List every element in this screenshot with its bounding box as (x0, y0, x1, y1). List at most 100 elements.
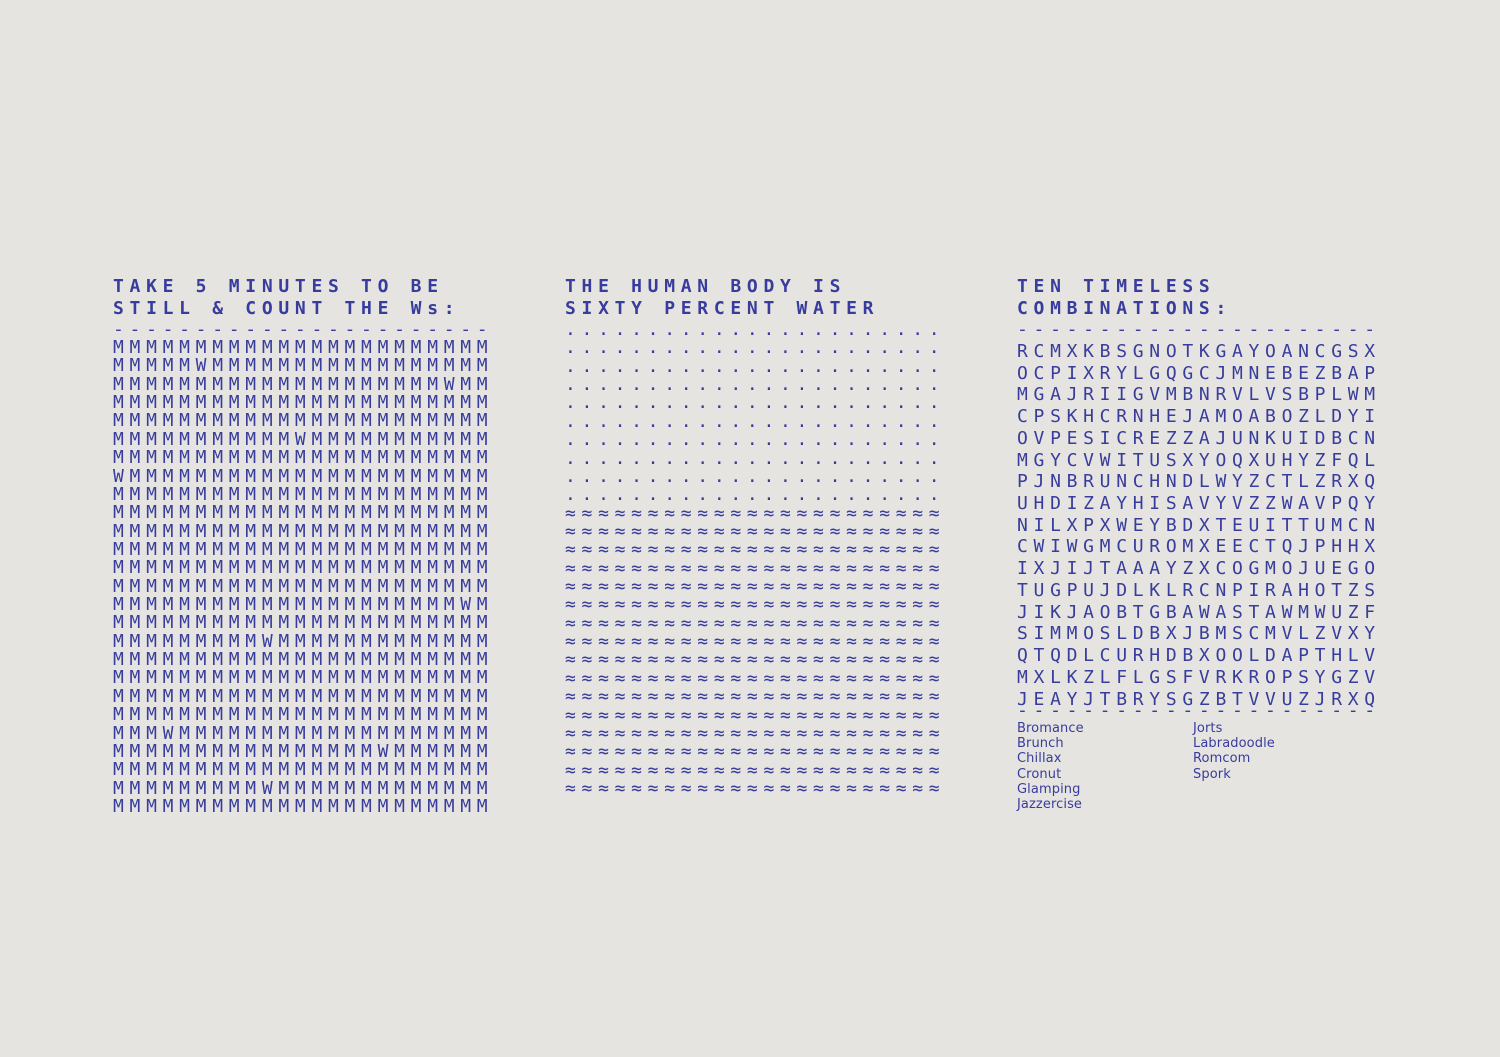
word-list-item: Labradoodle (1193, 736, 1275, 752)
m-w-grid-row: MMMMMMMMMMMMMMMMMMMMMMM (113, 704, 494, 726)
dot-row: ....................... (565, 355, 946, 377)
m-w-grid-row: MMMMMMMMMMMMMMMMMMMMMMM (113, 667, 494, 689)
word-list-item: Glamping (1017, 781, 1081, 797)
m-w-grid-row: MMMMMMMMMWMMMMMMMMMMMMM (113, 630, 494, 652)
word-search-row: SIMMOSLDBXJBMSCMVLZVXY (1017, 623, 1381, 645)
word-list-item: Cronut (1017, 766, 1062, 782)
word-search-row: OCPIXRYLGQGCJMNEBEZBAP (1017, 362, 1381, 384)
m-w-grid-row: MMMMMMMMMMMMMMMMMMMMMMM (113, 557, 494, 579)
wave-row: ≈≈≈≈≈≈≈≈≈≈≈≈≈≈≈≈≈≈≈≈≈≈≈ (565, 502, 946, 524)
wave-row: ≈≈≈≈≈≈≈≈≈≈≈≈≈≈≈≈≈≈≈≈≈≈≈ (565, 649, 946, 671)
word-list-item: Spork (1193, 766, 1231, 782)
word-search-divider-bottom: ---------------------- (1017, 700, 1381, 721)
middle-title-line: THE HUMAN BODY IS (565, 276, 847, 297)
wave-row: ≈≈≈≈≈≈≈≈≈≈≈≈≈≈≈≈≈≈≈≈≈≈≈ (565, 741, 946, 763)
wave-row: ≈≈≈≈≈≈≈≈≈≈≈≈≈≈≈≈≈≈≈≈≈≈≈ (565, 576, 946, 598)
m-w-grid-row: MMMMMMMMMMMMMMMMMMMMMMM (113, 575, 494, 597)
dot-row: ....................... (565, 484, 946, 506)
m-w-grid-row: MMMMMMMMMMMMMMMMMMMMMMM (113, 520, 494, 542)
word-list-item: Brunch (1017, 736, 1064, 752)
dot-row: ....................... (565, 410, 946, 432)
m-w-grid-row: WMMMMMMMMMMMMMMMMMMMMMM (113, 465, 494, 487)
m-w-grid-row: MMMMMMMMMMMMMMMMMMMMMMM (113, 685, 494, 707)
m-w-letter-grid: MMMMMMMMMMMMMMMMMMMMMMM MMMMMWMMMMMMMMMMM… (113, 337, 494, 817)
word-search-grid: RCMXKBSGNOTKGAYOANCGSX OCPIXRYLGQGCJMNEBE… (1017, 341, 1381, 710)
word-search-row: UHDIZAYHISAVYVZZWAVPQY (1017, 493, 1381, 515)
word-search-row: TUGPUJDLKLRCNPIRAHOTZS (1017, 579, 1381, 601)
middle-title-line: SIXTY PERCENT WATER (565, 298, 880, 319)
dot-row: ....................... (565, 465, 946, 487)
m-w-grid-row: MMMMMMMMMMMMMMMMMMMMMMM (113, 795, 494, 817)
word-search-row: QTQDLCURHDBXOOLDAPTHLV (1017, 645, 1381, 667)
word-search-row: JEAYJTBRYSGZBTVVUZJRXQ (1017, 688, 1381, 710)
wave-row: ≈≈≈≈≈≈≈≈≈≈≈≈≈≈≈≈≈≈≈≈≈≈≈ (565, 612, 946, 634)
left-divider-dashes: ----------------------- (113, 319, 494, 340)
m-w-grid-row: MMMMMMMMMMMMMMMMMMMMMMM (113, 337, 494, 358)
word-search-column: TEN TIMELESS COMBINATIONS: (1017, 276, 1232, 320)
wave-row: ≈≈≈≈≈≈≈≈≈≈≈≈≈≈≈≈≈≈≈≈≈≈≈ (565, 777, 946, 799)
word-search-row: MGYCVWITUSXYOQXUHYZFQL (1017, 449, 1381, 471)
wave-rows-block: ≈≈≈≈≈≈≈≈≈≈≈≈≈≈≈≈≈≈≈≈≈≈≈ ≈≈≈≈≈≈≈≈≈≈≈≈≈≈≈≈≈… (565, 502, 946, 799)
wave-row: ≈≈≈≈≈≈≈≈≈≈≈≈≈≈≈≈≈≈≈≈≈≈≈ (565, 631, 946, 653)
wave-row: ≈≈≈≈≈≈≈≈≈≈≈≈≈≈≈≈≈≈≈≈≈≈≈ (565, 667, 946, 689)
m-w-grid-row: MMMMMMMMMMMMMMMMMMMMMWM (113, 594, 494, 616)
word-search-row: NILXPXWEYBDXTEUITTUMCN (1017, 514, 1381, 536)
word-search-row: MGAJRIIGVMBNRVLVSBPLWM (1017, 384, 1381, 406)
word-search-row: CPSKHCRNHEJAMOABOZLDYI (1017, 406, 1381, 428)
word-list-column-2: Jorts Labradoodle Romcom Spork (1193, 721, 1275, 782)
dot-row: ....................... (565, 429, 946, 451)
wave-row: ≈≈≈≈≈≈≈≈≈≈≈≈≈≈≈≈≈≈≈≈≈≈≈ (565, 520, 946, 542)
word-search-divider-top: ---------------------- (1017, 319, 1381, 340)
m-w-grid-row: MMMMMMMMMMMMMMMMMMMMMMM (113, 612, 494, 634)
m-w-grid-row: MMMMMMMMMWMMMMMMMMMMMMM (113, 777, 494, 799)
left-title-line: STILL & COUNT THE Ws: (113, 298, 461, 319)
m-w-grid-row: MMMWMMMMMMMMMMMMMMMMMMM (113, 722, 494, 744)
dot-row: ....................... (565, 319, 946, 340)
word-search-row: MXLKZLFLGSFVRKROPSYGZV (1017, 666, 1381, 688)
middle-title: THE HUMAN BODY IS SIXTY PERCENT WATER (565, 276, 879, 320)
right-title-line: TEN TIMELESS (1017, 276, 1216, 297)
word-list-item: Romcom (1193, 751, 1251, 767)
wave-row: ≈≈≈≈≈≈≈≈≈≈≈≈≈≈≈≈≈≈≈≈≈≈≈ (565, 594, 946, 616)
m-w-grid-row: MMMMMWMMMMMMMMMMMMMMMMM (113, 355, 494, 377)
m-w-grid-row: MMMMMMMMMMMMMMMMMMMMMMM (113, 410, 494, 432)
word-search-row: PJNBRUNCHNDLWYZCTLZRXQ (1017, 471, 1381, 493)
body-water-column: THE HUMAN BODY IS SIXTY PERCENT WATER (565, 276, 879, 320)
wave-row: ≈≈≈≈≈≈≈≈≈≈≈≈≈≈≈≈≈≈≈≈≈≈≈ (565, 722, 946, 744)
m-w-grid-row: MMMMMMMMMMMWMMMMMMMMMMM (113, 428, 494, 450)
dot-row: ....................... (565, 337, 946, 359)
word-search-row: JIKJAOBTGBAWASTAWMWUZF (1017, 601, 1381, 623)
right-title-line: COMBINATIONS: (1017, 298, 1232, 319)
wave-row: ≈≈≈≈≈≈≈≈≈≈≈≈≈≈≈≈≈≈≈≈≈≈≈ (565, 557, 946, 579)
word-list-item: Jazzercise (1017, 797, 1083, 813)
word-list-column-1: Bromance Brunch Chillax Cronut Glamping Jazze… (1017, 721, 1084, 812)
dot-row: ....................... (565, 447, 946, 469)
m-w-grid-row: MMMMMMMMMMMMMMMMMMMMMMM (113, 538, 494, 560)
m-w-grid-row: MMMMMMMMMMMMMMMMWMMMMMM (113, 740, 494, 762)
wave-row: ≈≈≈≈≈≈≈≈≈≈≈≈≈≈≈≈≈≈≈≈≈≈≈ (565, 704, 946, 726)
dot-row: ....................... (565, 374, 946, 396)
word-list-item: Jorts (1193, 721, 1223, 736)
wave-row: ≈≈≈≈≈≈≈≈≈≈≈≈≈≈≈≈≈≈≈≈≈≈≈ (565, 686, 946, 708)
m-w-grid-row: MMMMMMMMMMMMMMMMMMMMMMM (113, 483, 494, 505)
m-w-grid-row: MMMMMMMMMMMMMMMMMMMMMMM (113, 649, 494, 671)
count-the-ws-column: TAKE 5 MINUTES TO BE STILL & COUNT THE Ws… (113, 276, 460, 320)
dot-row: ....................... (565, 392, 946, 414)
word-list-item: Bromance (1017, 721, 1084, 736)
m-w-grid-row: MMMMMMMMMMMMMMMMMMMMMMM (113, 447, 494, 469)
m-w-grid-row: MMMMMMMMMMMMMMMMMMMMMMM (113, 392, 494, 414)
word-search-row: OVPESICREZZAJUNKUIDBCN (1017, 427, 1381, 449)
left-title: TAKE 5 MINUTES TO BE STILL & COUNT THE Ws… (113, 276, 460, 320)
dot-rows-block: ........................................… (565, 319, 946, 506)
wave-row: ≈≈≈≈≈≈≈≈≈≈≈≈≈≈≈≈≈≈≈≈≈≈≈ (565, 759, 946, 781)
right-title: TEN TIMELESS COMBINATIONS: (1017, 276, 1232, 320)
word-list-item: Chillax (1017, 751, 1062, 767)
left-title-line: TAKE 5 MINUTES TO BE (113, 276, 444, 297)
word-search-row: IXJIJTAAAYZXCOGMOJUEGO (1017, 558, 1381, 580)
m-w-grid-row: MMMMMMMMMMMMMMMMMMMMMMM (113, 759, 494, 781)
m-w-grid-row: MMMMMMMMMMMMMMMMMMMMWMM (113, 373, 494, 395)
m-w-grid-row: MMMMMMMMMMMMMMMMMMMMMMM (113, 502, 494, 524)
word-search-row: RCMXKBSGNOTKGAYOANCGSX (1017, 341, 1381, 362)
word-search-row: CWIWGMCUROMXEECTQJPHHX (1017, 536, 1381, 558)
